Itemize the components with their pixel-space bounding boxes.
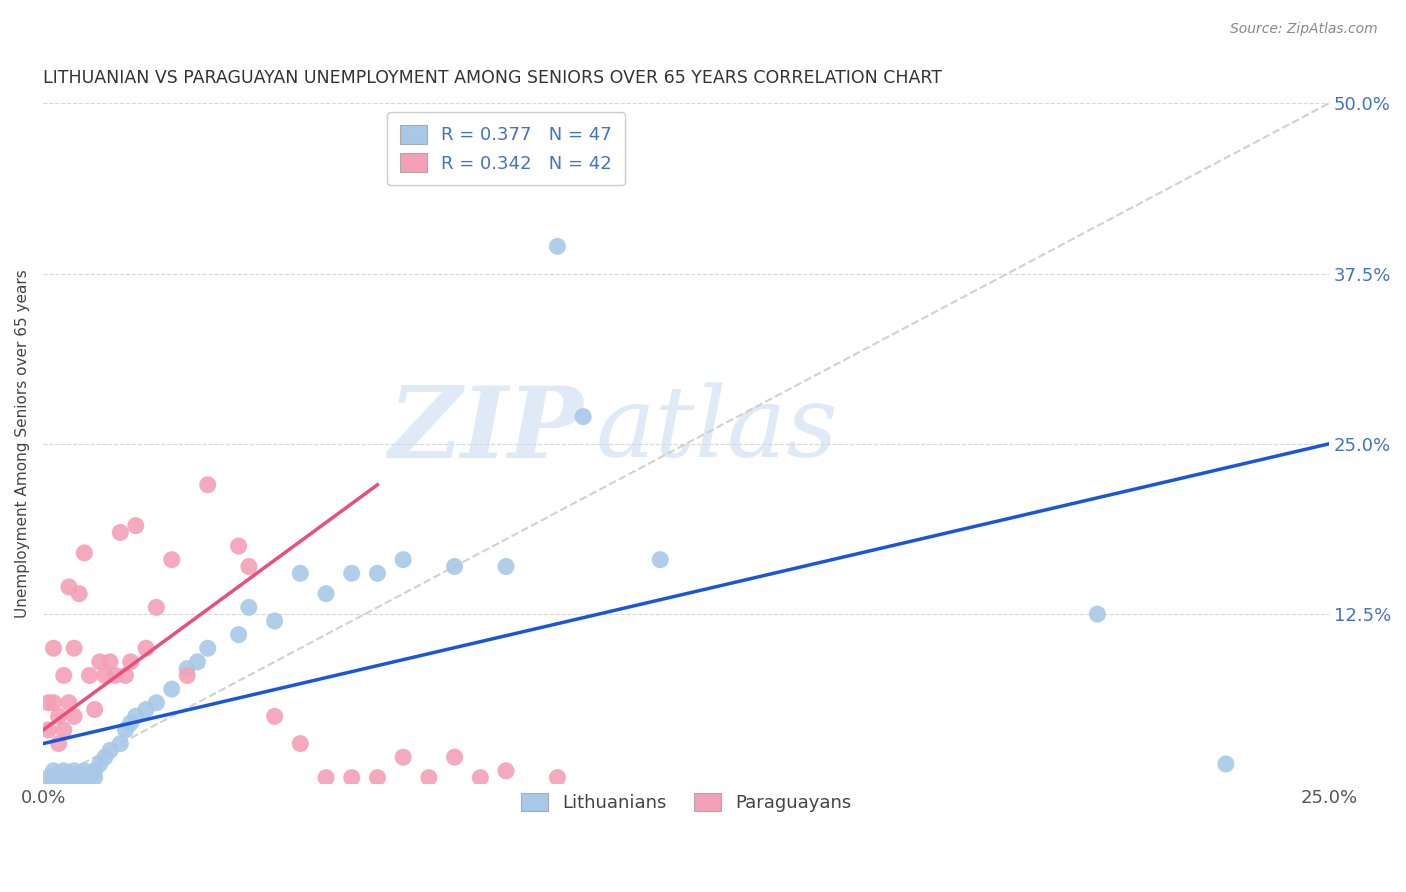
Point [114,723,136,737]
Legend: Lithuanians, Paraguayans: Lithuanians, Paraguayans [510,782,862,823]
Point [366,771,388,785]
Text: LITHUANIAN VS PARAGUAYAN UNEMPLOYMENT AMONG SENIORS OVER 65 YEARS CORRELATION CH: LITHUANIAN VS PARAGUAYAN UNEMPLOYMENT AM… [44,69,942,87]
Point [52,764,75,778]
Point [197,641,219,656]
Point [443,750,465,764]
Point [263,614,285,628]
Point [546,239,568,253]
Point [238,559,260,574]
Point [145,696,167,710]
Point [120,716,142,731]
Point [42,764,65,778]
Point [114,668,136,682]
Point [135,702,157,716]
Point [83,771,105,785]
Point [73,771,96,785]
Point [83,702,105,716]
Point [495,559,517,574]
Point [63,771,86,785]
Point [52,723,75,737]
Point [79,766,101,780]
Point [228,627,250,641]
Point [94,750,117,764]
Point [48,766,70,780]
Point [52,771,75,785]
Point [650,552,672,566]
Point [104,668,127,682]
Point [366,566,388,581]
Point [392,750,415,764]
Point [48,709,70,723]
Text: Source: ZipAtlas.com: Source: ZipAtlas.com [1230,22,1378,37]
Point [315,771,337,785]
Point [37,696,59,710]
Point [37,723,59,737]
Point [176,662,198,676]
Point [263,709,285,723]
Point [58,771,80,785]
Point [546,771,568,785]
Point [125,518,148,533]
Point [79,668,101,682]
Point [340,771,363,785]
Text: ZIP: ZIP [388,382,583,478]
Point [135,641,157,656]
Point [110,737,132,751]
Point [89,655,111,669]
Point [1085,607,1108,622]
Point [94,668,117,682]
Point [73,546,96,560]
Point [120,655,142,669]
Point [315,587,337,601]
Point [52,668,75,682]
Point [238,600,260,615]
Point [572,409,595,424]
Point [145,600,167,615]
Point [125,709,148,723]
Point [42,641,65,656]
Point [495,764,517,778]
Point [340,566,363,581]
Point [443,559,465,574]
Point [73,764,96,778]
Point [48,771,70,785]
Point [67,587,90,601]
Point [290,737,312,751]
Point [186,655,208,669]
Y-axis label: Unemployment Among Seniors over 65 years: Unemployment Among Seniors over 65 years [15,269,30,618]
Point [110,525,132,540]
Point [48,737,70,751]
Point [197,477,219,491]
Point [89,756,111,771]
Point [160,682,183,697]
Point [58,696,80,710]
Point [98,655,121,669]
Point [290,566,312,581]
Point [58,766,80,780]
Point [67,766,90,780]
Text: atlas: atlas [596,383,839,478]
Point [392,552,415,566]
Point [63,764,86,778]
Point [228,539,250,553]
Point [42,771,65,785]
Point [58,580,80,594]
Point [98,743,121,757]
Point [160,552,183,566]
Point [63,641,86,656]
Point [83,764,105,778]
Point [42,696,65,710]
Point [67,771,90,785]
Point [79,771,101,785]
Point [176,668,198,682]
Point [37,771,59,785]
Point [63,709,86,723]
Point [470,771,492,785]
Point [418,771,440,785]
Point [1215,756,1237,771]
